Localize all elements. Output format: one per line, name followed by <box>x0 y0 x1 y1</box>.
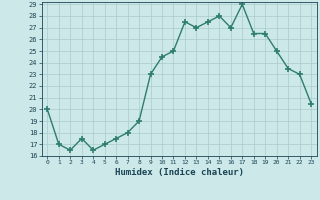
X-axis label: Humidex (Indice chaleur): Humidex (Indice chaleur) <box>115 168 244 177</box>
